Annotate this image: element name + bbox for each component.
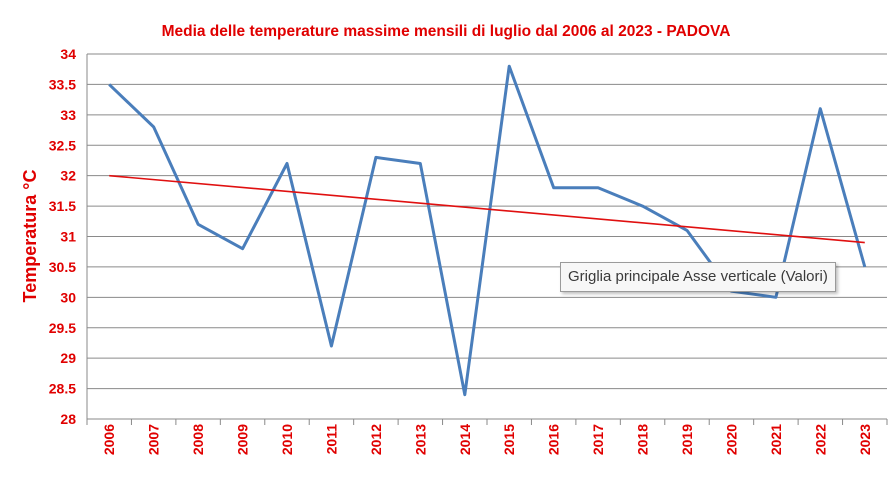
data-point[interactable] <box>105 80 113 88</box>
y-tick-label: 29.5 <box>49 320 76 336</box>
y-tick-label: 28.5 <box>49 381 76 397</box>
axes <box>86 54 888 425</box>
trendline-group <box>109 174 865 244</box>
x-tick-label: 2011 <box>323 424 339 455</box>
data-series[interactable] <box>105 62 869 399</box>
trendline[interactable] <box>109 174 865 244</box>
data-point[interactable] <box>816 105 824 113</box>
y-tick-label: 34 <box>60 46 76 62</box>
data-point[interactable] <box>283 160 291 168</box>
x-tick-label: 2010 <box>279 424 295 455</box>
x-tick-label: 2019 <box>679 424 695 455</box>
x-tick-label: 2018 <box>635 424 651 455</box>
data-point[interactable] <box>239 245 247 253</box>
x-tick-label: 2006 <box>101 424 117 455</box>
x-tick-label: 2009 <box>235 424 251 455</box>
x-tick-label: 2023 <box>857 424 873 455</box>
x-tick-label: 2020 <box>723 424 739 455</box>
y-tick-label: 32 <box>60 168 76 184</box>
gridline-tooltip: Griglia principale Asse verticale (Valor… <box>560 262 836 292</box>
data-point[interactable] <box>772 293 780 301</box>
x-tick-label: 2017 <box>590 424 606 455</box>
x-tick-label: 2008 <box>190 424 206 455</box>
y-tick-label: 31 <box>60 229 76 245</box>
data-point[interactable] <box>150 123 158 131</box>
x-tick-label: 2013 <box>412 424 428 455</box>
y-axis-label: Temperatura °C <box>20 170 40 303</box>
y-axis-tick-labels: 28 28.5 29 29.5 30 30.5 31 31.5 32 32.5 33 33.5 34 <box>49 46 76 427</box>
data-point[interactable] <box>505 62 513 70</box>
data-point[interactable] <box>550 184 558 192</box>
x-tick-label: 2021 <box>768 424 784 455</box>
data-point[interactable] <box>194 220 202 228</box>
data-point[interactable] <box>416 160 424 168</box>
y-tick-label: 28 <box>60 411 76 427</box>
x-axis-tick-labels: 2006 2007 2008 2009 2010 2011 2012 2013 2014 2015… <box>101 424 873 455</box>
data-point[interactable] <box>461 391 469 399</box>
y-tick-label: 29 <box>60 350 76 366</box>
x-tick-label: 2016 <box>546 424 562 455</box>
data-point[interactable] <box>861 263 869 271</box>
x-tick-label: 2007 <box>146 424 162 455</box>
y-tick-label: 30.5 <box>49 259 76 275</box>
y-tick-label: 32.5 <box>49 137 76 153</box>
data-point[interactable] <box>372 153 380 161</box>
data-point[interactable] <box>639 202 647 210</box>
chart-title: Media delle temperature massime mensili … <box>162 23 731 40</box>
x-tick-label: 2014 <box>457 424 473 455</box>
x-tick-label: 2012 <box>368 424 384 455</box>
series-line[interactable] <box>108 64 867 397</box>
y-tick-label: 31.5 <box>49 198 76 214</box>
y-tick-label: 33 <box>60 107 76 123</box>
y-tick-label: 33.5 <box>49 76 76 92</box>
data-point[interactable] <box>594 184 602 192</box>
x-tick-label: 2022 <box>812 424 828 455</box>
data-point[interactable] <box>327 342 335 350</box>
y-tick-label: 30 <box>60 289 76 305</box>
x-tick-label: 2015 <box>501 424 517 455</box>
